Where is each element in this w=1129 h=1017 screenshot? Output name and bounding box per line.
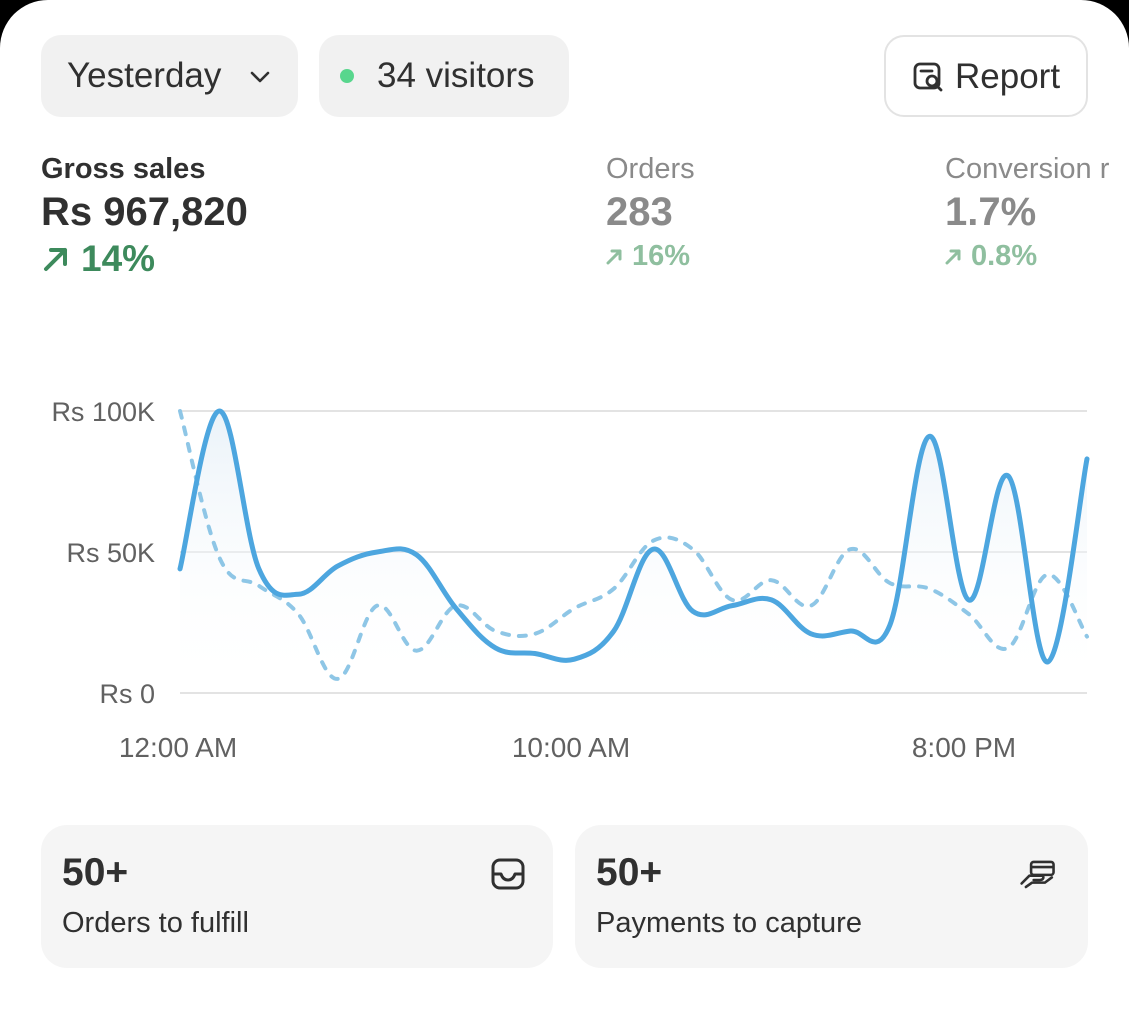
current-series-line [177, 408, 1090, 665]
payments-count: 50+ [596, 851, 663, 894]
live-visitors-badge[interactable]: 34 visitors [319, 35, 569, 117]
metric-delta-value: 14% [81, 238, 156, 279]
report-label: Report [955, 57, 1061, 96]
orders-to-fulfill-card[interactable]: 50+ Orders to fulfill [41, 825, 553, 968]
date-range-label: Yesterday [67, 56, 222, 95]
metric-gross-sales[interactable]: Gross sales Rs 967,820 14% [41, 150, 248, 282]
metric-title: Gross sales [41, 153, 206, 185]
report-button[interactable]: Report [884, 35, 1088, 117]
metric-value: Rs 967,820 [41, 190, 248, 234]
metric-delta-value: 16% [632, 240, 691, 272]
arrow-up-right-icon [606, 249, 622, 264]
arrow-up-right-icon [44, 248, 67, 271]
y-tick-label: Rs 50K [66, 538, 155, 568]
metric-title: Conversion r [945, 153, 1110, 185]
comparison-series-line [178, 409, 1089, 681]
orders-label: Orders to fulfill [62, 907, 249, 939]
metric-conversion-rate[interactable]: Conversion r 1.7% 0.8% [945, 150, 1109, 276]
metric-delta-value: 0.8% [971, 240, 1038, 272]
metric-delta: 16% [606, 236, 695, 276]
metric-title: Orders [606, 153, 695, 185]
report-search-icon [913, 62, 943, 92]
payments-to-capture-card[interactable]: 50+ Payments to capture [575, 825, 1088, 968]
date-range-selector[interactable]: Yesterday [41, 35, 298, 117]
current-series-area [180, 411, 1087, 693]
chevron-down-icon [250, 71, 270, 83]
y-tick-label: Rs 0 [99, 679, 155, 709]
visitors-count: 34 visitors [377, 56, 535, 95]
x-tick-label: 12:00 AM [119, 732, 237, 763]
x-tick-label: 10:00 AM [512, 732, 630, 763]
live-dot-icon [340, 69, 354, 83]
y-axis-labels: Rs 100K Rs 50K Rs 0 [51, 397, 155, 709]
hand-card-icon [1020, 860, 1055, 889]
orders-count: 50+ [62, 851, 129, 894]
x-tick-label: 8:00 PM [912, 732, 1016, 763]
sales-line-chart[interactable]: Rs 100K Rs 50K Rs 0 12:00 AM 10:00 AM 8:00 P… [0, 380, 1129, 780]
metric-delta: 14% [41, 236, 248, 282]
metric-delta: 0.8% [945, 236, 1109, 276]
metric-value: 1.7% [945, 190, 1037, 234]
arrow-up-right-icon [945, 249, 961, 264]
payments-label: Payments to capture [596, 907, 862, 939]
metric-value: 283 [606, 190, 673, 234]
y-tick-label: Rs 100K [51, 397, 155, 427]
inbox-tray-icon [491, 858, 525, 890]
x-axis-labels: 12:00 AM 10:00 AM 8:00 PM [119, 732, 1016, 763]
metric-orders[interactable]: Orders 283 16% [606, 150, 695, 276]
